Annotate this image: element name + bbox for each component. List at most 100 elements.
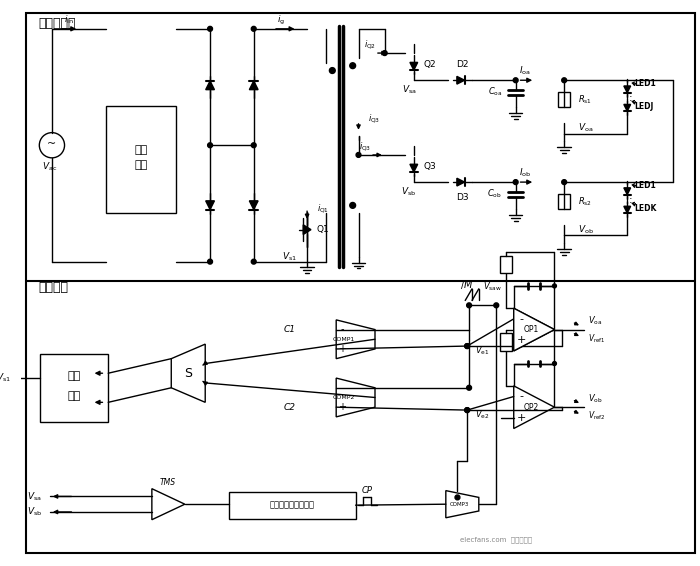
Circle shape xyxy=(455,495,460,500)
Text: Q1: Q1 xyxy=(317,225,330,234)
Polygon shape xyxy=(514,308,554,351)
Bar xyxy=(500,333,512,351)
Circle shape xyxy=(251,27,256,31)
Text: :: : xyxy=(629,93,633,102)
Text: 控制环路: 控制环路 xyxy=(38,281,69,294)
Text: LEDK: LEDK xyxy=(634,204,657,213)
Text: $V_{\rm sa}$: $V_{\rm sa}$ xyxy=(402,84,416,96)
Circle shape xyxy=(251,259,256,264)
Text: ~: ~ xyxy=(48,139,57,149)
Text: OP1: OP1 xyxy=(524,325,539,334)
Polygon shape xyxy=(410,62,418,70)
Circle shape xyxy=(467,385,472,390)
Circle shape xyxy=(465,408,470,413)
Text: :: : xyxy=(629,195,633,204)
Polygon shape xyxy=(152,488,185,520)
Text: C2: C2 xyxy=(284,402,295,411)
Circle shape xyxy=(251,143,256,148)
Text: 隔离: 隔离 xyxy=(68,371,81,381)
Circle shape xyxy=(552,362,557,366)
Polygon shape xyxy=(514,308,554,351)
Text: +: + xyxy=(338,344,346,354)
Text: Q2: Q2 xyxy=(424,60,436,69)
Text: $i_{\rm in}$: $i_{\rm in}$ xyxy=(64,14,74,27)
Polygon shape xyxy=(249,201,258,209)
Text: +: + xyxy=(517,413,526,423)
Circle shape xyxy=(513,78,518,83)
Text: +: + xyxy=(338,402,346,412)
Text: $i_{\rm Q1}$: $i_{\rm Q1}$ xyxy=(317,202,329,215)
Text: LED1: LED1 xyxy=(634,79,656,88)
Circle shape xyxy=(382,50,387,55)
Text: $R_{\rm s2}$: $R_{\rm s2}$ xyxy=(578,195,592,208)
Text: $V_{\rm ob}$: $V_{\rm ob}$ xyxy=(589,392,603,405)
Text: $V_{\rm sb}$: $V_{\rm sb}$ xyxy=(401,186,416,198)
Text: S: S xyxy=(184,367,192,380)
Circle shape xyxy=(465,408,470,413)
Polygon shape xyxy=(446,491,479,518)
Text: OP2: OP2 xyxy=(524,402,539,411)
Text: -: - xyxy=(519,392,524,401)
Circle shape xyxy=(465,344,470,349)
Text: $V_{\rm ob}$: $V_{\rm ob}$ xyxy=(578,224,594,236)
Bar xyxy=(230,492,356,519)
Text: +: + xyxy=(517,335,526,345)
Text: $V_{\rm e1}$: $V_{\rm e1}$ xyxy=(475,345,489,357)
Polygon shape xyxy=(514,386,554,428)
Text: $R_{\rm s1}$: $R_{\rm s1}$ xyxy=(578,93,592,106)
Text: $V_{\rm sa}$: $V_{\rm sa}$ xyxy=(27,490,42,503)
Text: LED1: LED1 xyxy=(634,181,656,190)
Circle shape xyxy=(350,203,356,208)
Text: COMP3: COMP3 xyxy=(449,501,469,507)
Text: $V_{\rm ref2}$: $V_{\rm ref2}$ xyxy=(589,410,606,422)
Text: elecfans.com  电子发烧友: elecfans.com 电子发烧友 xyxy=(460,537,532,543)
Polygon shape xyxy=(303,225,311,234)
Text: $V_{\rm e2}$: $V_{\rm e2}$ xyxy=(475,409,489,421)
Bar xyxy=(106,106,176,213)
Circle shape xyxy=(356,152,361,157)
Polygon shape xyxy=(336,378,375,417)
Circle shape xyxy=(39,132,64,158)
Polygon shape xyxy=(624,188,631,195)
Text: COMP2: COMP2 xyxy=(332,395,355,400)
Circle shape xyxy=(467,303,472,308)
Text: D3: D3 xyxy=(456,193,468,202)
Text: Q3: Q3 xyxy=(424,162,436,171)
Polygon shape xyxy=(206,201,214,209)
Circle shape xyxy=(465,344,470,349)
Text: -: - xyxy=(519,314,524,324)
Text: D2: D2 xyxy=(456,60,468,69)
Circle shape xyxy=(208,27,213,31)
Circle shape xyxy=(350,63,356,68)
Bar xyxy=(500,256,512,273)
Circle shape xyxy=(330,67,335,74)
Text: LEDJ: LEDJ xyxy=(634,102,653,111)
Bar xyxy=(559,194,570,209)
Text: $V_{\rm oa}$: $V_{\rm oa}$ xyxy=(578,122,593,134)
Text: C1: C1 xyxy=(284,325,295,334)
Text: $i_{\rm g}$: $i_{\rm g}$ xyxy=(277,14,285,27)
Circle shape xyxy=(562,78,566,83)
Bar xyxy=(41,354,108,422)
Text: $V_{\rm oa}$: $V_{\rm oa}$ xyxy=(589,315,603,327)
Text: 输入: 输入 xyxy=(134,145,148,155)
Circle shape xyxy=(494,303,498,308)
Polygon shape xyxy=(206,81,214,89)
Text: $V_{\rm saw}$: $V_{\rm saw}$ xyxy=(483,281,502,293)
Text: $i_{\rm Q2}$: $i_{\rm Q2}$ xyxy=(364,38,376,51)
Circle shape xyxy=(208,259,213,264)
Text: $V_{\rm sb}$: $V_{\rm sb}$ xyxy=(27,505,42,518)
Text: COMP1: COMP1 xyxy=(332,337,355,342)
Text: $C_{\rm ob}$: $C_{\rm ob}$ xyxy=(487,187,502,200)
Polygon shape xyxy=(410,164,418,172)
Text: $C_{\rm oa}$: $C_{\rm oa}$ xyxy=(488,85,502,98)
Circle shape xyxy=(208,143,213,148)
Polygon shape xyxy=(249,81,258,89)
Text: $/M$: $/M$ xyxy=(461,278,474,291)
Bar xyxy=(559,92,570,108)
Text: $I_{\rm ob}$: $I_{\rm ob}$ xyxy=(519,166,531,179)
Text: -: - xyxy=(340,383,344,393)
Circle shape xyxy=(552,284,557,288)
Circle shape xyxy=(513,179,518,185)
Text: $V_{\rm ref1}$: $V_{\rm ref1}$ xyxy=(589,332,606,345)
